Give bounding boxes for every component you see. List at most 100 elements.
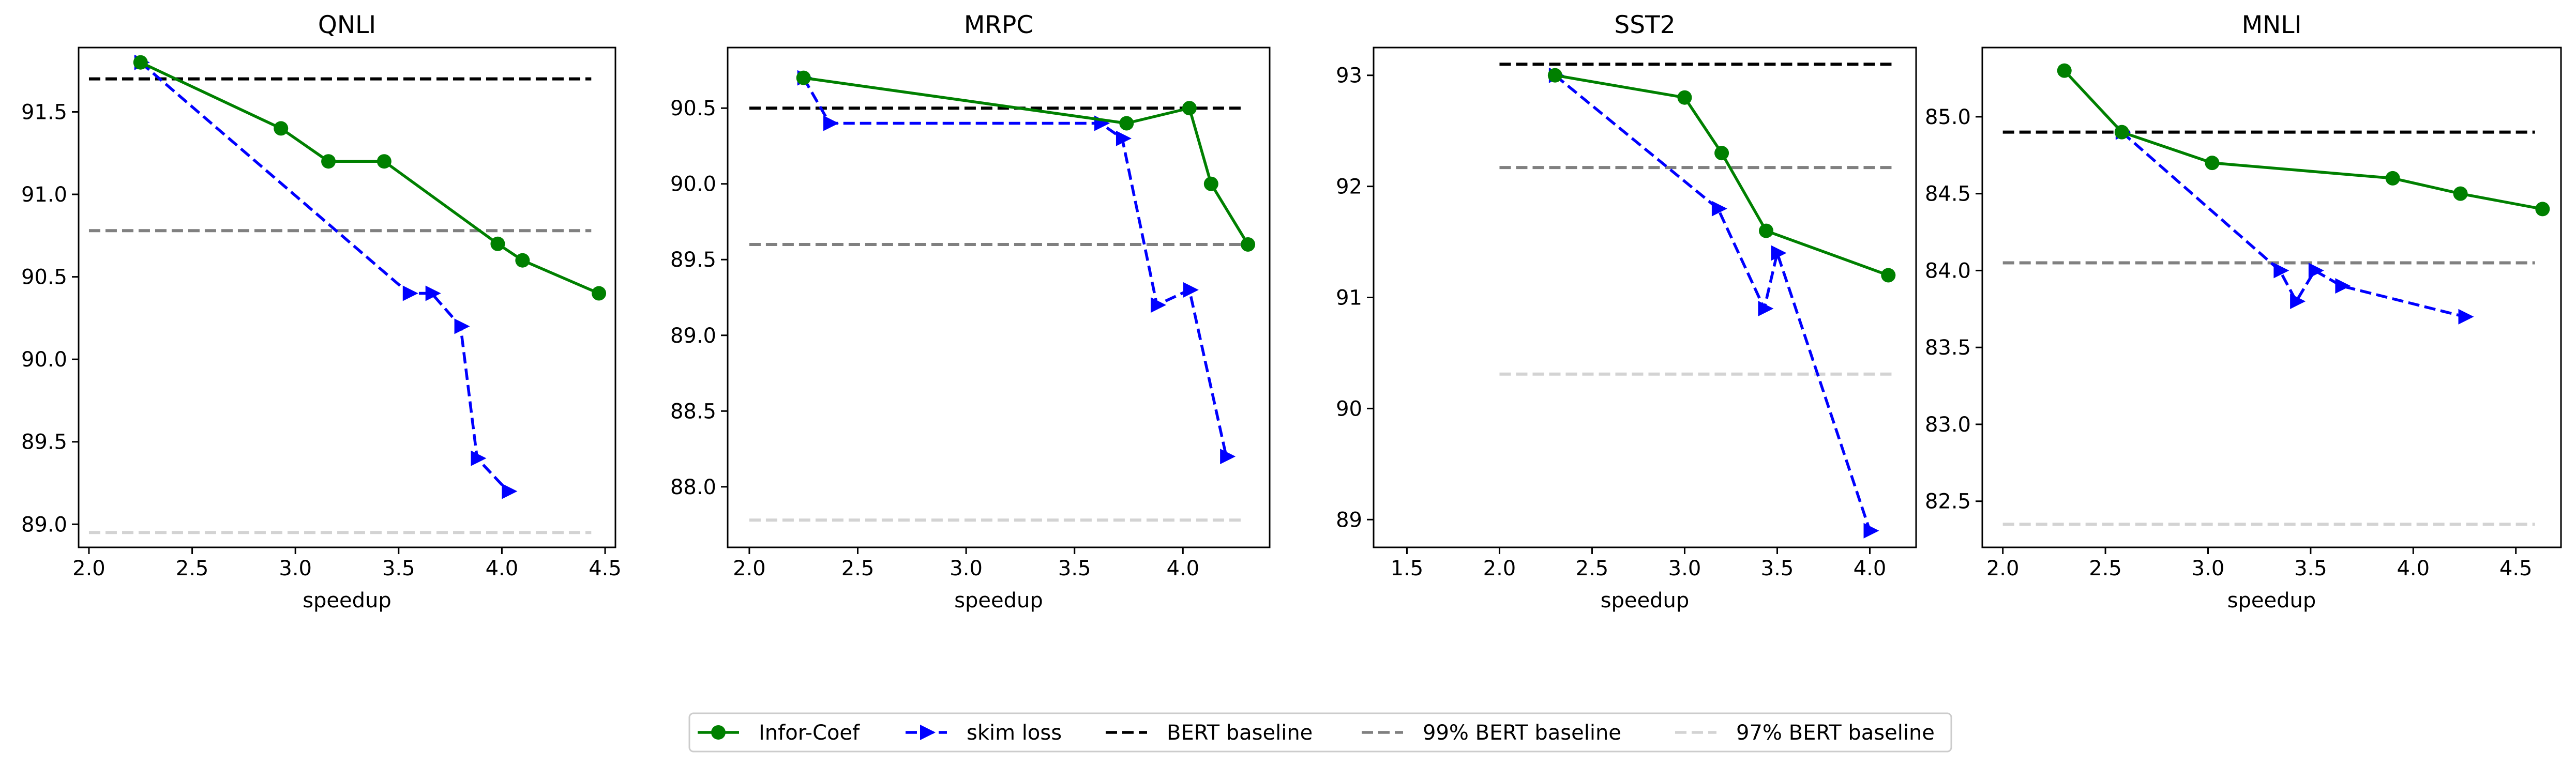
y-tick-label: 91 <box>1336 286 1362 310</box>
legend-marker-circle <box>711 725 726 740</box>
point-skim-loss <box>823 115 839 131</box>
series-line-skim-loss <box>1554 74 1872 531</box>
point-infor-coef <box>490 236 505 251</box>
x-tick-label: 3.0 <box>279 557 312 580</box>
x-tick-label: 2.0 <box>72 557 106 580</box>
chart-title: MNLI <box>2242 11 2302 39</box>
y-tick-label: 89.0 <box>670 324 716 348</box>
legend-entry: skim loss <box>906 721 1062 745</box>
legend-label: 97% BERT baseline <box>1736 721 1935 745</box>
axes-frame <box>78 47 616 548</box>
x-tick-label: 3.0 <box>950 557 983 580</box>
point-infor-coef <box>2453 186 2468 201</box>
point-skim-loss <box>454 318 470 334</box>
y-tick-label: 90.0 <box>21 348 67 372</box>
legend: Infor-Coef skim loss BERT baseline 99% BERT… <box>688 712 1952 753</box>
point-infor-coef <box>1547 68 1562 83</box>
legend-entry: 97% BERT baseline <box>1675 721 1935 745</box>
legend-entry: 99% BERT baseline <box>1362 721 1621 745</box>
x-tick-label: 2.5 <box>176 557 209 580</box>
x-tick-label: 1.5 <box>1391 557 1424 580</box>
point-skim-loss <box>1220 449 1236 465</box>
y-tick-label: 89 <box>1336 508 1362 532</box>
point-infor-coef <box>2205 156 2220 171</box>
point-infor-coef <box>1759 223 1774 238</box>
point-infor-coef <box>515 253 530 268</box>
x-axis-label: speedup <box>1601 589 1690 612</box>
x-axis-label: speedup <box>2227 589 2316 612</box>
point-skim-loss <box>1151 297 1167 313</box>
y-tick-label: 91.5 <box>21 100 67 124</box>
chart-panel-sst2: 1.5 2.0 2.5 3.0 3.5 4.0 89 90 91 92 93 SST2 speedup <box>1336 11 1917 612</box>
x-tick-label: 2.0 <box>733 557 766 580</box>
y-tick-label: 84.0 <box>1925 259 1971 283</box>
point-infor-coef <box>376 154 391 169</box>
x-tick-label: 3.0 <box>2192 557 2225 580</box>
point-skim-loss <box>2335 278 2351 294</box>
y-tick-label: 90.0 <box>670 173 716 196</box>
x-tick-label: 3.5 <box>1761 557 1794 580</box>
x-tick-label: 4.0 <box>1167 557 1200 580</box>
point-infor-coef <box>1714 146 1729 161</box>
point-infor-coef <box>1677 90 1692 105</box>
x-tick-label: 2.0 <box>1986 557 2020 580</box>
series-line-infor-coef <box>1555 74 1889 277</box>
x-tick-label: 3.5 <box>382 557 415 580</box>
point-skim-loss <box>402 285 418 301</box>
point-infor-coef <box>133 55 148 70</box>
y-tick-label: 90.5 <box>670 97 716 120</box>
x-tick-label: 4.0 <box>2397 557 2430 580</box>
x-axis-label: speedup <box>954 589 1043 612</box>
point-infor-coef <box>274 121 289 136</box>
point-skim-loss <box>1183 282 1199 298</box>
x-tick-label: 2.0 <box>1483 557 1516 580</box>
legend-label: 99% BERT baseline <box>1423 721 1621 745</box>
y-tick-label: 89.0 <box>21 513 67 537</box>
y-tick-label: 89.5 <box>21 431 67 454</box>
legend-box <box>688 712 1952 753</box>
point-infor-coef <box>796 70 811 85</box>
x-tick-label: 3.5 <box>2294 557 2327 580</box>
point-infor-coef <box>1881 268 1896 283</box>
point-skim-loss <box>471 450 487 466</box>
series-line-infor-coef <box>2063 69 2543 211</box>
y-tick-label: 92 <box>1336 175 1362 199</box>
chart-panels: 2.0 2.5 3.0 3.5 4.0 4.5 89.0 89.5 90.0 90.5 91.0 91… <box>21 11 2562 612</box>
series-line-infor-coef <box>803 76 1249 246</box>
y-tick-label: 90 <box>1336 397 1362 421</box>
axes-frame <box>727 47 1271 548</box>
legend-entry: BERT baseline <box>1106 721 1313 745</box>
series-line-skim-loss <box>139 61 509 493</box>
legend-label: skim loss <box>967 721 1062 745</box>
y-tick-label: 85.0 <box>1925 105 1971 129</box>
y-tick-label: 83.5 <box>1925 336 1971 360</box>
y-tick-label: 88.0 <box>670 476 716 499</box>
point-infor-coef <box>1182 101 1197 116</box>
point-infor-coef <box>2385 171 2400 186</box>
x-tick-label: 4.0 <box>1854 557 1887 580</box>
chart-panel-mnli: 2.0 2.5 3.0 3.5 4.0 4.5 82.5 83.0 83.5 84.0 84.5 85… <box>1925 11 2562 612</box>
x-tick-label: 4.5 <box>589 557 622 580</box>
x-tick-label: 4.5 <box>2499 557 2533 580</box>
point-skim-loss <box>2290 293 2306 309</box>
y-tick-label: 84.5 <box>1925 182 1971 206</box>
point-skim-loss <box>1116 130 1132 146</box>
point-infor-coef <box>1119 116 1134 131</box>
y-tick-label: 88.5 <box>670 400 716 423</box>
chart-title: MRPC <box>964 11 1033 39</box>
point-skim-loss <box>1863 523 1879 539</box>
legend-marker-triangle <box>920 725 936 740</box>
y-tick-label: 91.0 <box>21 183 67 207</box>
x-tick-label: 3.0 <box>1668 557 1701 580</box>
point-skim-loss <box>1711 201 1727 217</box>
legend-label: BERT baseline <box>1167 721 1313 745</box>
point-skim-loss <box>425 285 441 301</box>
y-tick-label: 90.5 <box>21 266 67 289</box>
chart-panel-qnli: 2.0 2.5 3.0 3.5 4.0 4.5 89.0 89.5 90.0 90.5 91.0 91… <box>21 11 622 612</box>
point-infor-coef <box>2535 202 2550 217</box>
point-skim-loss <box>1771 245 1787 261</box>
x-tick-label: 3.5 <box>1058 557 1091 580</box>
point-infor-coef <box>1203 176 1218 191</box>
x-tick-label: 2.5 <box>1576 557 1609 580</box>
